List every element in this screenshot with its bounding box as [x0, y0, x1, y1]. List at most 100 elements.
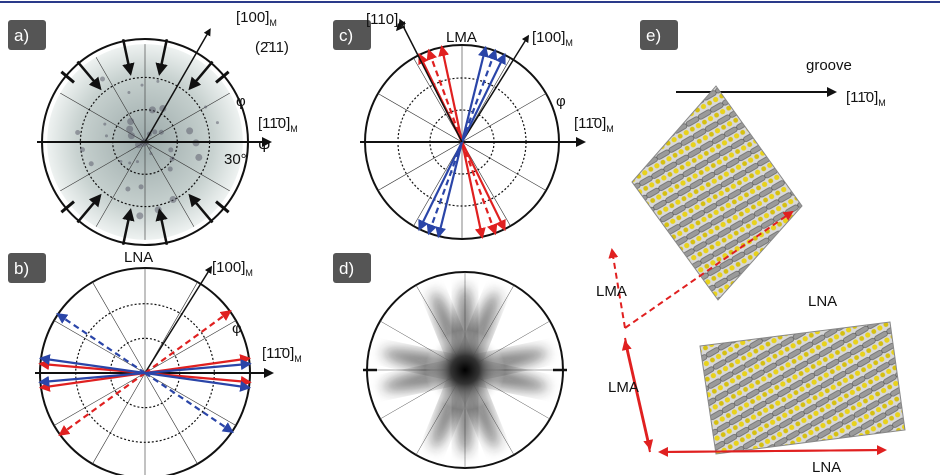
arrow [461, 52, 506, 143]
panel-label: b) [14, 259, 29, 278]
core [425, 330, 505, 410]
sub: M [606, 124, 614, 134]
arrow [426, 141, 464, 236]
plane: (2̄11) [255, 39, 289, 56]
spot [195, 153, 203, 161]
panel-labels: a) b) c) d) e) [8, 20, 678, 283]
axis-label: LNA [812, 459, 841, 475]
label-box [333, 253, 371, 283]
artwork [35, 18, 906, 475]
dir: [110] [366, 11, 398, 28]
arrow [624, 210, 794, 329]
spot [104, 134, 108, 138]
direction: [110]M [366, 11, 406, 30]
arrow [460, 45, 489, 143]
spot [136, 212, 144, 220]
arrow [144, 359, 252, 375]
angle: 30° [224, 151, 247, 168]
label-box [8, 253, 46, 283]
panel-label: e) [646, 26, 661, 45]
arrow [461, 141, 506, 232]
arrow [76, 193, 102, 224]
panel-label: c) [339, 26, 353, 45]
spot [149, 152, 153, 156]
arrow [144, 309, 232, 374]
direction: [11̄0]M [574, 115, 614, 134]
spot [148, 106, 156, 114]
dir: [11̄0] [846, 89, 878, 106]
arrow [155, 208, 169, 246]
spot [128, 161, 132, 165]
panel-c-text: [110]M LMA [100]M φ [11̄0]M [366, 11, 614, 134]
spot [168, 147, 174, 153]
spot [186, 127, 194, 135]
arrow [121, 208, 135, 246]
arrow [121, 38, 135, 76]
sub: M [878, 98, 886, 108]
spoke [215, 200, 230, 214]
spot [169, 156, 175, 162]
arrow [658, 446, 886, 457]
panel-a-text: [100]M (2̄11) φ [11̄0]M 30° Ψ [224, 9, 298, 168]
arrow [38, 371, 146, 387]
label-box [640, 20, 678, 50]
arrow [438, 44, 464, 143]
spoke [60, 70, 75, 84]
axis-label: LNA [808, 293, 837, 310]
axis-label: LMA [596, 283, 627, 300]
arrow [76, 60, 102, 91]
arrow [435, 141, 464, 239]
arrow [144, 28, 211, 143]
arrow [144, 372, 234, 433]
arrow [144, 371, 252, 392]
spot [215, 121, 219, 125]
title: LNA [124, 249, 153, 266]
dir: [100] [532, 29, 565, 46]
arrow [155, 38, 169, 76]
dir: [11̄0] [262, 345, 294, 362]
arrow [608, 248, 626, 329]
spot [119, 160, 123, 164]
spot [156, 79, 160, 83]
arrow [38, 354, 146, 375]
direction: [11̄0]M [258, 115, 298, 134]
spot [75, 130, 81, 136]
arrow [460, 141, 486, 240]
spot [204, 105, 208, 109]
spot [103, 122, 107, 126]
phi: φ [236, 93, 246, 110]
sub: M [290, 124, 298, 134]
direction: [100]M [532, 29, 573, 48]
arrow [460, 48, 498, 143]
spoke [215, 70, 230, 84]
dir: [100] [212, 259, 245, 276]
spot [125, 186, 131, 192]
arrow [418, 141, 463, 232]
arrow [188, 193, 214, 224]
label-box [8, 20, 46, 50]
axis [399, 18, 463, 143]
arrow [56, 313, 146, 374]
spot [148, 146, 152, 150]
direction: [100]M [236, 9, 277, 28]
spot [138, 184, 144, 190]
spot [140, 83, 144, 87]
dir: [100] [236, 9, 269, 26]
arrow [624, 337, 654, 450]
arrow [188, 60, 214, 91]
label-box [333, 20, 371, 50]
sub: M [398, 20, 406, 30]
spot [79, 147, 85, 153]
sub: M [269, 18, 277, 28]
phi: φ [556, 93, 566, 110]
molecular-array [699, 321, 906, 455]
spot [169, 196, 177, 204]
arrow [144, 265, 213, 374]
sub: M [565, 38, 573, 48]
panel-e-text: groove [11̄0]M LNA LMA LMA LNA [596, 57, 886, 475]
title: LMA [446, 29, 477, 46]
phi: φ [232, 320, 242, 337]
arrow [460, 141, 498, 236]
direction: [11̄0]M [262, 345, 302, 364]
sub: M [245, 268, 253, 278]
